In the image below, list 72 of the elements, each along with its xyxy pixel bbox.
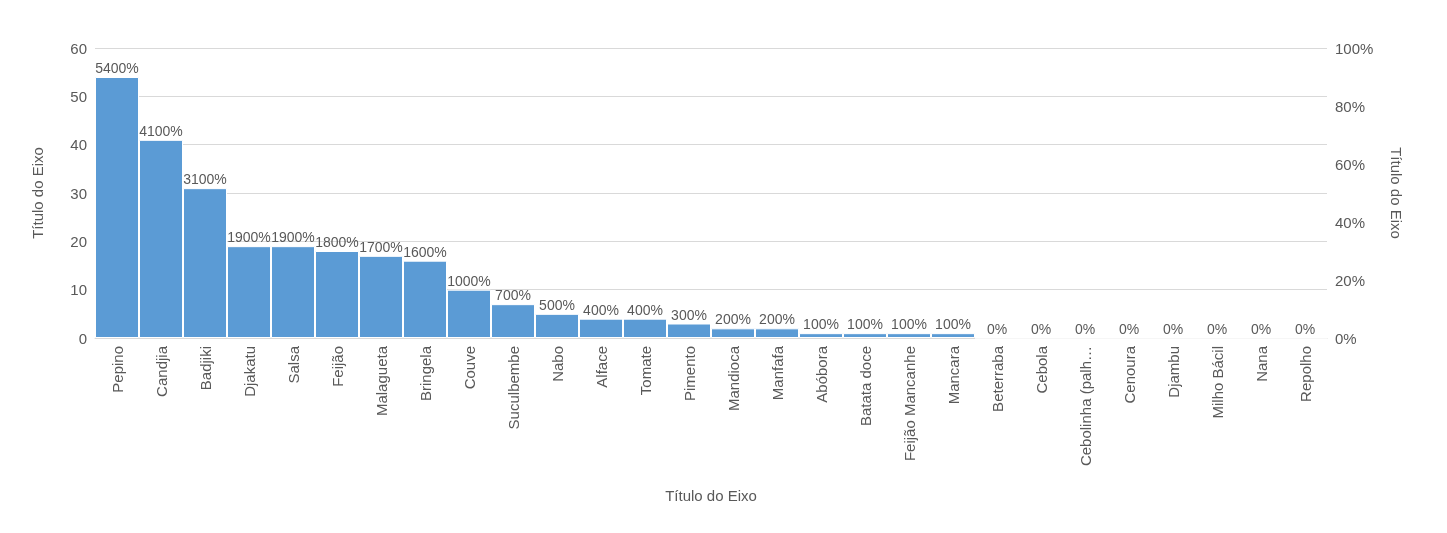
- data-label: 5400%: [95, 60, 139, 76]
- y2-tick-label: 40%: [1335, 213, 1366, 231]
- y-tick-label: 50: [70, 87, 87, 105]
- y-tick-label: 10: [70, 281, 87, 299]
- y2-tick-label: 20%: [1335, 271, 1366, 289]
- y2-tick-label: 0%: [1335, 329, 1357, 347]
- data-label: 400%: [627, 301, 663, 318]
- data-label: 0%: [986, 320, 1008, 337]
- data-label: 0%: [1162, 320, 1184, 337]
- data-label: 4100%: [139, 122, 183, 139]
- y-axis-title: Título do Eixo: [29, 147, 46, 239]
- data-label: 100%: [935, 316, 971, 333]
- x-tick-label: Manfafa: [768, 345, 786, 401]
- y-tick-label: 60: [70, 39, 87, 57]
- x-tick-label: Badjiki: [196, 346, 214, 391]
- data-label: 200%: [715, 311, 751, 328]
- data-label: 400%: [583, 301, 619, 318]
- x-tick-label: Nana: [1252, 345, 1270, 382]
- x-tick-label: Beterraba: [988, 345, 1006, 412]
- y-tick-label: 0: [78, 329, 87, 347]
- data-label: 0%: [1206, 320, 1228, 337]
- y-tick-label: 30: [70, 184, 87, 202]
- data-label: 100%: [847, 316, 883, 333]
- data-label: 1800%: [315, 234, 359, 250]
- x-tick-label: Abóbora: [812, 345, 830, 403]
- x-tick-label: Cebola: [1032, 345, 1050, 394]
- x-tick-label: Cenoura: [1120, 345, 1138, 404]
- y2-tick-label: 80%: [1335, 97, 1366, 115]
- x-tick-label: Tomate: [636, 346, 654, 396]
- data-label: 500%: [539, 296, 575, 313]
- data-label: 1900%: [271, 229, 315, 246]
- x-tick-label: Djambu: [1164, 346, 1182, 398]
- x-tick-label: Nabo: [548, 346, 566, 382]
- data-label: 0%: [1118, 320, 1140, 337]
- y2-tick-label: 60%: [1335, 155, 1366, 173]
- data-label: 0%: [1250, 320, 1272, 337]
- data-label: 1700%: [359, 238, 403, 255]
- x-tick-label: Suculbembe: [504, 346, 522, 430]
- data-label: 200%: [759, 311, 795, 328]
- data-label: 100%: [803, 316, 839, 333]
- data-label: 0%: [1294, 320, 1316, 337]
- x-tick-label: Feijão: [328, 346, 346, 387]
- data-label: 1600%: [403, 243, 447, 260]
- x-tick-label: Salsa: [284, 345, 302, 384]
- x-tick-label: Feijão Mancanhe: [900, 346, 918, 462]
- data-label: 1000%: [447, 272, 491, 289]
- y-tick-label: 40: [70, 136, 87, 154]
- x-tick-label: Batata doce: [856, 346, 874, 427]
- x-tick-label: Couve: [460, 346, 478, 390]
- x-tick-label: Djakatu: [240, 346, 258, 397]
- data-label: 700%: [495, 287, 531, 304]
- x-tick-label: Mandioca: [724, 345, 742, 412]
- x-axis-title: Título do Eixo: [665, 487, 757, 504]
- x-tick-label: Pepino: [108, 346, 126, 393]
- data-label: 100%: [891, 316, 927, 333]
- data-label: 0%: [1030, 320, 1052, 337]
- x-tick-label: Pimento: [680, 346, 698, 402]
- x-tick-label: Repolho: [1296, 346, 1314, 402]
- y2-axis-title: Título do Eixo: [1388, 147, 1405, 239]
- x-tick-label: Candjia: [152, 345, 170, 397]
- x-tick-label: Malagueta: [372, 345, 390, 417]
- y2-tick-label: 100%: [1335, 39, 1374, 57]
- x-tick-label: Mancara: [944, 345, 962, 405]
- x-tick-label: Milho Bácil: [1208, 346, 1226, 419]
- data-label: 300%: [671, 306, 707, 323]
- data-label: 0%: [1074, 320, 1096, 337]
- x-tick-label: Alface: [592, 346, 610, 388]
- y-tick-label: 20: [70, 232, 87, 250]
- data-label: 1900%: [227, 229, 271, 246]
- x-tick-label: Bringela: [416, 345, 434, 402]
- data-label: 3100%: [183, 171, 227, 188]
- x-tick-label: Cebolinha (palh…: [1076, 346, 1094, 467]
